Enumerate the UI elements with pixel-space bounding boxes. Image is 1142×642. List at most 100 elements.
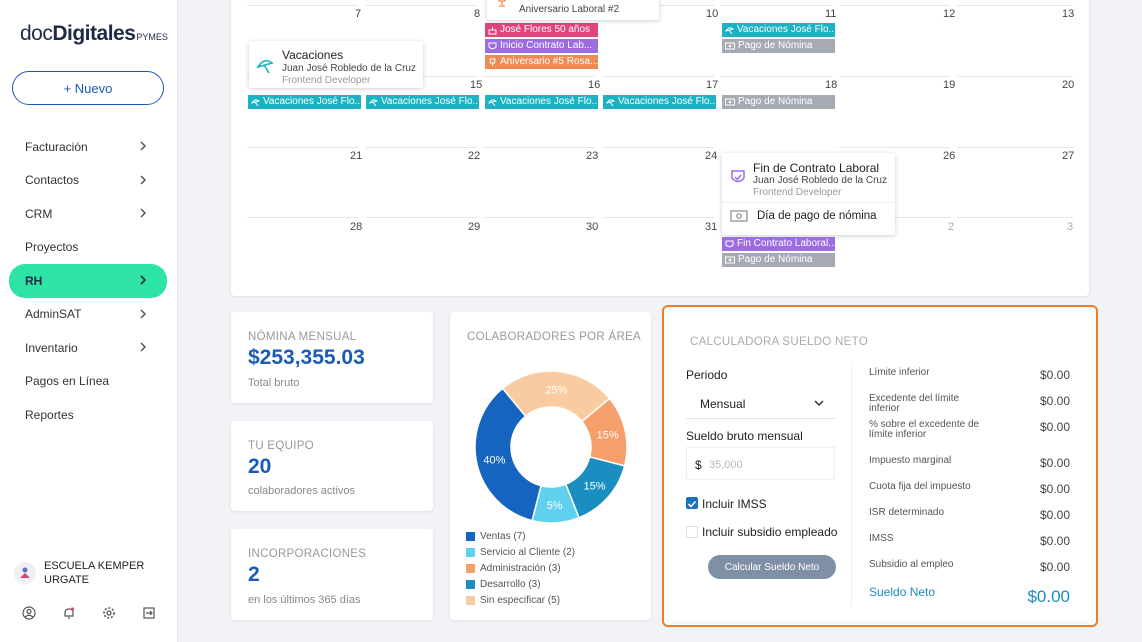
legend-item[interactable]: Administración (3) bbox=[466, 560, 575, 576]
day-number[interactable]: 28 bbox=[350, 221, 363, 233]
sidebar-item-adminsat[interactable]: AdminSAT bbox=[0, 298, 178, 332]
sidebar-item-contactos[interactable]: Contactos bbox=[0, 164, 178, 198]
day-number[interactable]: 31 bbox=[705, 221, 718, 233]
app-logo[interactable]: docDigitalesPYMES bbox=[20, 22, 168, 45]
stat-label: NÓMINA MENSUAL bbox=[248, 331, 357, 343]
sidebar-item-crm[interactable]: CRM bbox=[0, 197, 178, 231]
periodo-select[interactable]: Mensual bbox=[686, 387, 835, 419]
calendar-event[interactable]: Fin Contrato Laboral... bbox=[722, 237, 835, 251]
day-number[interactable]: 17 bbox=[706, 79, 719, 91]
check-icon bbox=[687, 500, 697, 508]
sidebar-item-label: Contactos bbox=[25, 173, 80, 188]
footer-icons bbox=[22, 606, 156, 620]
user-circle-icon[interactable] bbox=[22, 606, 36, 620]
result-value: $0.00 bbox=[1039, 534, 1070, 548]
calendar-event[interactable]: Inicio Contrato Lab... bbox=[485, 39, 598, 53]
slice-percent-label: 15% bbox=[597, 429, 619, 441]
day-number[interactable]: 18 bbox=[825, 79, 838, 91]
day-number[interactable]: 16 bbox=[588, 79, 601, 91]
day-number[interactable]: 23 bbox=[586, 150, 599, 162]
calendar-event[interactable]: Pago de Nómina bbox=[722, 253, 835, 267]
gear-icon[interactable] bbox=[102, 606, 116, 620]
day-number[interactable]: 3 bbox=[1067, 221, 1074, 233]
calendar-event[interactable]: Vacaciones José Flo... bbox=[366, 95, 479, 109]
sidebar-item-label: CRM bbox=[25, 206, 53, 221]
cake-icon bbox=[488, 26, 497, 34]
shield-check-icon bbox=[731, 170, 745, 183]
sidebar-item-rh[interactable]: RH bbox=[9, 264, 167, 298]
stat-label: TU EQUIPO bbox=[248, 440, 314, 452]
umbrella-icon bbox=[606, 98, 615, 106]
shield-check-icon bbox=[725, 240, 734, 247]
bell-icon[interactable] bbox=[62, 606, 76, 620]
day-number[interactable]: 7 bbox=[355, 8, 362, 20]
result-label: Cuota fija del impuesto bbox=[869, 481, 971, 492]
day-number[interactable]: 27 bbox=[1062, 150, 1075, 162]
user-name-line1: ESCUELA KEMPER bbox=[44, 560, 145, 572]
day-number[interactable]: 15 bbox=[470, 79, 483, 91]
calendar-event[interactable]: Vacaciones José Flo... bbox=[603, 95, 716, 109]
umbrella-icon bbox=[725, 26, 734, 34]
calendar-event[interactable]: Vacaciones José Flo... bbox=[722, 23, 835, 37]
legend-item[interactable]: Desarrollo (3) bbox=[466, 576, 575, 592]
calendar-event[interactable]: Pago de Nómina bbox=[722, 95, 835, 109]
money-icon bbox=[730, 210, 748, 222]
legend-item[interactable]: Servicio al Cliente (2) bbox=[466, 544, 575, 560]
result-label: % sobre el excedente de límite inferior bbox=[869, 419, 980, 440]
day-number[interactable]: 13 bbox=[1062, 8, 1075, 20]
calcular-button[interactable]: Calcular Sueldo Neto bbox=[708, 555, 836, 579]
result-value: $0.00 bbox=[1039, 368, 1070, 382]
avatar bbox=[14, 562, 36, 584]
stat-value: 20 bbox=[248, 455, 272, 478]
sueldo-input[interactable]: $ 35,000 bbox=[686, 447, 835, 480]
result-value: $0.00 bbox=[1039, 482, 1070, 496]
sueldo-label: Sueldo bruto mensual bbox=[686, 429, 803, 443]
sidebar-item-reportes[interactable]: Reportes bbox=[0, 398, 178, 432]
calendar-month-view: 7 8 10 11 12 13 15 16 17 18 19 20 21 22 … bbox=[231, 0, 1089, 296]
sidebar-item-proyectos[interactable]: Proyectos bbox=[0, 231, 178, 265]
calendar-event[interactable]: José Flores 50 años bbox=[485, 23, 598, 37]
legend-item[interactable]: Ventas (7) bbox=[466, 528, 575, 544]
sidebar-item-inventario[interactable]: Inventario bbox=[0, 331, 178, 365]
user-profile[interactable]: ESCUELA KEMPER URGATE bbox=[14, 559, 144, 587]
day-number[interactable]: 11 bbox=[825, 8, 837, 20]
slice-percent-label: 15% bbox=[583, 480, 605, 492]
umbrella-icon bbox=[488, 98, 497, 106]
donut-slice-sin-especificar[interactable] bbox=[501, 370, 611, 423]
day-number[interactable]: 22 bbox=[468, 150, 481, 162]
calendar-event[interactable]: Pago de Nómina bbox=[722, 39, 835, 53]
imss-checkbox[interactable] bbox=[686, 497, 698, 509]
day-number[interactable]: 21 bbox=[350, 150, 363, 162]
day-number[interactable]: 26 bbox=[943, 150, 956, 162]
sidebar-item-pagos-en-linea[interactable]: Pagos en Línea bbox=[0, 365, 178, 399]
day-number[interactable]: 30 bbox=[586, 221, 599, 233]
new-button[interactable]: + Nuevo bbox=[12, 71, 164, 105]
sidebar-item-facturacion[interactable]: Facturación bbox=[0, 130, 178, 164]
result-value: $0.00 bbox=[1039, 508, 1070, 522]
calendar-event[interactable]: Aniversario #5 Rosa... bbox=[485, 55, 598, 69]
donut-slice-ventas[interactable] bbox=[474, 387, 542, 522]
day-number[interactable]: 2 bbox=[948, 221, 955, 233]
day-number[interactable]: 24 bbox=[705, 150, 718, 162]
sidebar-item-label: RH bbox=[25, 273, 43, 288]
periodo-label: Periodo bbox=[686, 368, 728, 382]
day-number[interactable]: 20 bbox=[1062, 79, 1075, 91]
chevron-right-icon bbox=[140, 141, 147, 151]
subsidio-checkbox[interactable] bbox=[686, 526, 698, 538]
day-number[interactable]: 29 bbox=[468, 221, 481, 233]
legend-item[interactable]: Sin especificar (5) bbox=[466, 592, 575, 608]
logout-icon[interactable] bbox=[142, 606, 156, 620]
legend-swatch bbox=[466, 531, 475, 541]
calculator-title: CALCULADORA SUELDO NETO bbox=[690, 336, 868, 348]
calendar-event[interactable]: Vacaciones José Flo... bbox=[485, 95, 598, 109]
day-number[interactable]: 19 bbox=[943, 79, 956, 91]
result-value: $0.00 bbox=[1039, 560, 1070, 574]
day-number[interactable]: 10 bbox=[706, 8, 719, 20]
stat-label: INCORPORACIONES bbox=[248, 548, 367, 560]
periodo-value: Mensual bbox=[700, 397, 746, 411]
day-number[interactable]: 12 bbox=[943, 8, 956, 20]
day-number[interactable]: 8 bbox=[474, 8, 481, 20]
calendar-event[interactable]: Vacaciones José Flo... bbox=[248, 95, 361, 109]
stat-value: $253,355.03 bbox=[248, 346, 365, 369]
chart-legend: Ventas (7) Servicio al Cliente (2) Adminis… bbox=[466, 528, 575, 608]
